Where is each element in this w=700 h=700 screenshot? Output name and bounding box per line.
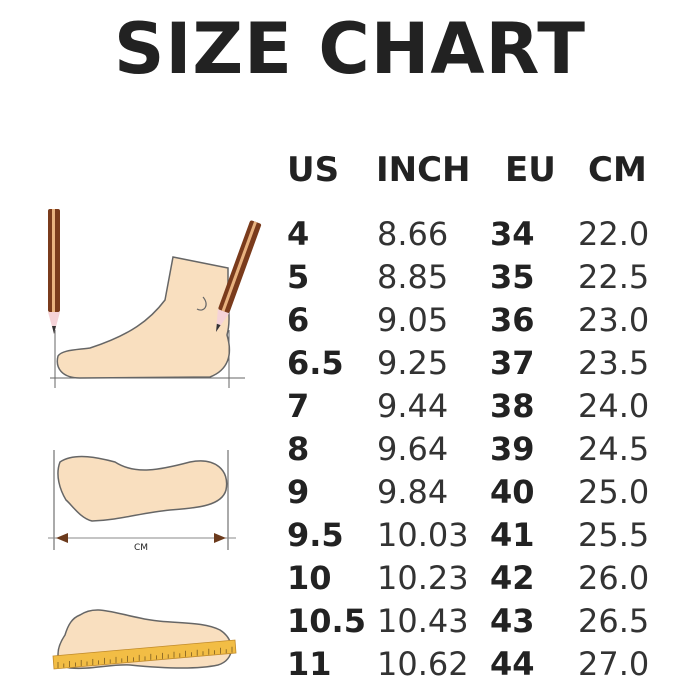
header-inch: INCH <box>376 150 471 190</box>
cell-inch: 8.85 <box>377 258 449 296</box>
cell-inch: 9.64 <box>377 430 449 468</box>
cell-inch: 10.23 <box>377 559 469 597</box>
cell-inch: 9.84 <box>377 473 449 511</box>
cell-cm: 22.0 <box>578 215 650 253</box>
cell-eu: 44 <box>490 645 535 683</box>
header-cm: CM <box>588 150 647 190</box>
cell-cm: 26.5 <box>578 602 650 640</box>
cell-eu: 35 <box>490 258 535 296</box>
cell-eu: 42 <box>490 559 535 597</box>
header-eu: EU <box>505 150 556 190</box>
page-title: SIZE CHART <box>113 8 587 90</box>
header-us: US <box>287 150 340 190</box>
foot-ruler-icon <box>52 609 237 670</box>
table-row: 6 9.05 36 23.0 <box>0 302 700 345</box>
cell-eu: 37 <box>490 344 535 382</box>
cell-us: 10 <box>287 559 332 597</box>
cell-us: 11 <box>287 645 332 683</box>
cell-eu: 34 <box>490 215 535 253</box>
cell-eu: 36 <box>490 301 535 339</box>
cell-us: 9.5 <box>287 516 344 554</box>
cell-inch: 9.05 <box>377 301 449 339</box>
cell-inch: 9.44 <box>377 387 449 425</box>
cell-inch: 9.25 <box>377 344 449 382</box>
table-row: 7 9.44 38 24.0 <box>0 388 700 431</box>
table-row: 9.5 10.03 41 25.5 <box>0 517 700 560</box>
cell-us: 4 <box>287 215 310 253</box>
cell-cm: 24.5 <box>578 430 650 468</box>
table-row: 11 10.62 44 27.0 <box>0 646 700 689</box>
table-row: 4 8.66 34 22.0 <box>0 216 700 259</box>
cell-eu: 38 <box>490 387 535 425</box>
cell-us: 6.5 <box>287 344 344 382</box>
cell-cm: 26.0 <box>578 559 650 597</box>
cell-cm: 25.0 <box>578 473 650 511</box>
cell-us: 5 <box>287 258 310 296</box>
cell-cm: 27.0 <box>578 645 650 683</box>
pencil-right-icon <box>215 220 262 332</box>
cell-cm: 25.5 <box>578 516 650 554</box>
cell-eu: 43 <box>490 602 535 640</box>
cell-eu: 40 <box>490 473 535 511</box>
cell-eu: 39 <box>490 430 535 468</box>
cell-inch: 8.66 <box>377 215 449 253</box>
measure-label: CM <box>134 543 148 553</box>
cell-us: 6 <box>287 301 310 339</box>
top-foot-icon: CM <box>48 450 236 553</box>
cell-eu: 41 <box>490 516 535 554</box>
foot-measurement-illustration: CM <box>48 209 262 670</box>
table-row: 10 10.23 42 26.0 <box>0 560 700 603</box>
cell-cm: 23.0 <box>578 301 650 339</box>
cell-inch: 10.62 <box>377 645 469 683</box>
cell-inch: 10.03 <box>377 516 469 554</box>
cell-us: 9 <box>287 473 310 511</box>
side-foot-icon <box>50 256 245 388</box>
cell-us: 10.5 <box>287 602 366 640</box>
table-row: 8 9.64 39 24.5 <box>0 431 700 474</box>
cell-inch: 10.43 <box>377 602 469 640</box>
table-row: 9 9.84 40 25.0 <box>0 474 700 517</box>
cell-us: 8 <box>287 430 310 468</box>
cell-cm: 23.5 <box>578 344 650 382</box>
cell-us: 7 <box>287 387 310 425</box>
table-row: 5 8.85 35 22.5 <box>0 259 700 302</box>
table-row: 6.5 9.25 37 23.5 <box>0 345 700 388</box>
cell-cm: 24.0 <box>578 387 650 425</box>
cell-cm: 22.5 <box>578 258 650 296</box>
table-row: 10.5 10.43 43 26.5 <box>0 603 700 646</box>
pencil-left-icon <box>48 209 60 334</box>
